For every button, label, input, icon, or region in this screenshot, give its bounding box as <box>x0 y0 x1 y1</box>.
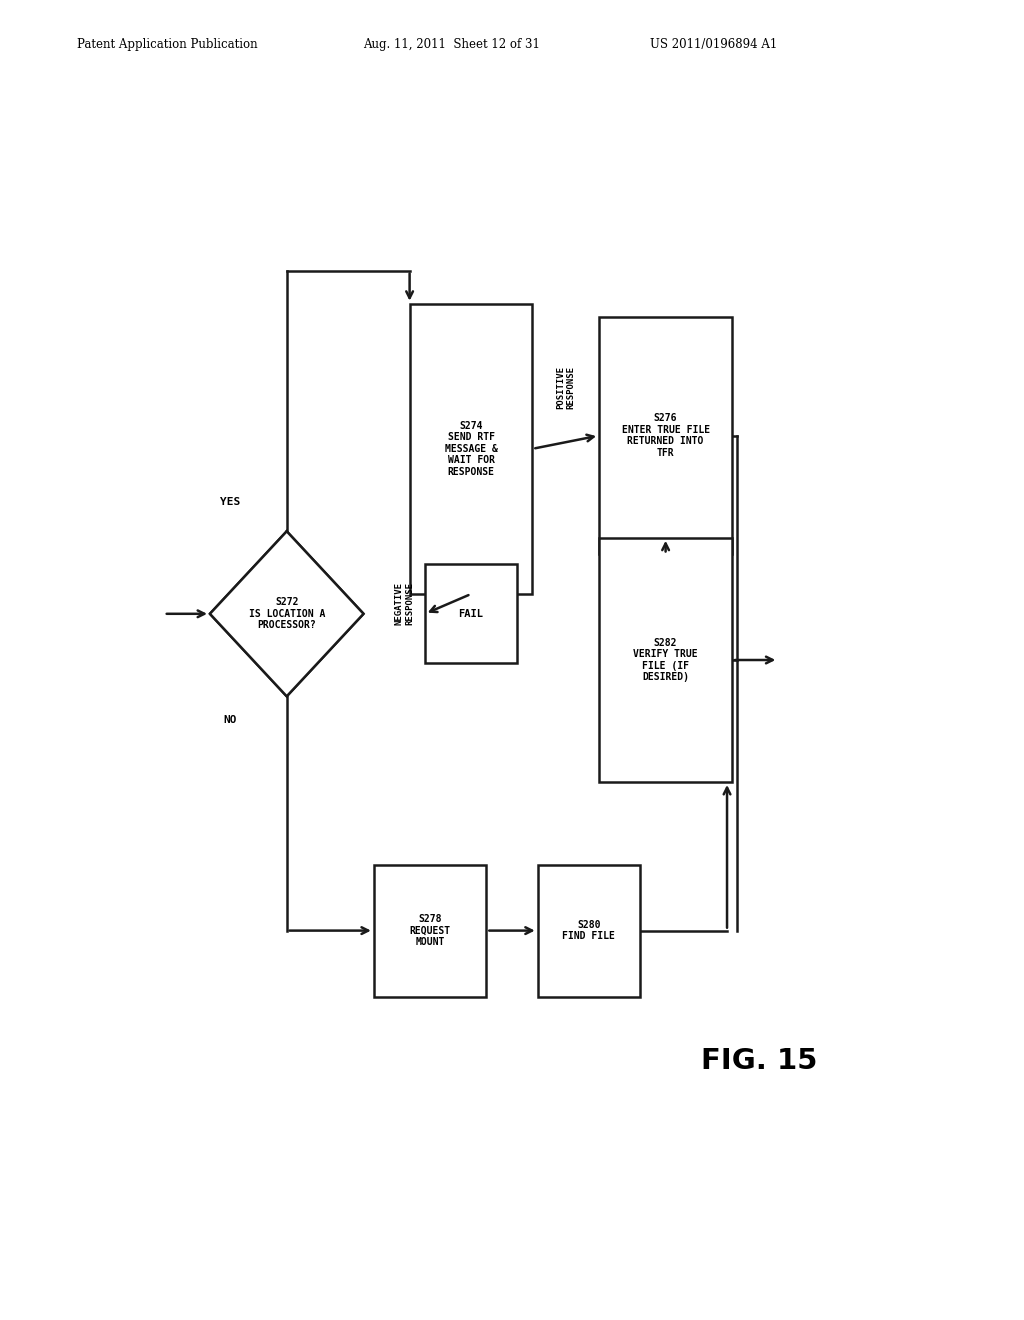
Text: S272
IS LOCATION A
PROCESSOR?: S272 IS LOCATION A PROCESSOR? <box>249 597 325 631</box>
Text: FIG. 15: FIG. 15 <box>701 1047 818 1076</box>
Bar <box>374 865 486 997</box>
Bar <box>425 565 517 663</box>
Text: YES: YES <box>220 496 241 507</box>
Bar <box>538 865 640 997</box>
Text: NO: NO <box>223 714 238 725</box>
Text: POSITIVE
RESPONSE: POSITIVE RESPONSE <box>556 366 575 409</box>
Text: Aug. 11, 2011  Sheet 12 of 31: Aug. 11, 2011 Sheet 12 of 31 <box>364 37 541 50</box>
Text: FAIL: FAIL <box>459 609 483 619</box>
Text: S276
ENTER TRUE FILE
RETURNED INTO
TFR: S276 ENTER TRUE FILE RETURNED INTO TFR <box>622 413 710 458</box>
Polygon shape <box>210 531 364 697</box>
Text: NEGATIVE
RESPONSE: NEGATIVE RESPONSE <box>395 582 414 626</box>
Bar <box>599 317 732 554</box>
Text: S282
VERIFY TRUE
FILE (IF
DESIRED): S282 VERIFY TRUE FILE (IF DESIRED) <box>633 638 698 682</box>
Text: US 2011/0196894 A1: US 2011/0196894 A1 <box>650 37 777 50</box>
Bar <box>599 539 732 781</box>
Text: S280
FIND FILE: S280 FIND FILE <box>562 920 615 941</box>
Text: S274
SEND RTF
MESSAGE &
WAIT FOR
RESPONSE: S274 SEND RTF MESSAGE & WAIT FOR RESPONS… <box>444 421 498 477</box>
Bar <box>410 304 532 594</box>
Text: Patent Application Publication: Patent Application Publication <box>77 37 257 50</box>
Text: S278
REQUEST
MOUNT: S278 REQUEST MOUNT <box>410 913 451 948</box>
